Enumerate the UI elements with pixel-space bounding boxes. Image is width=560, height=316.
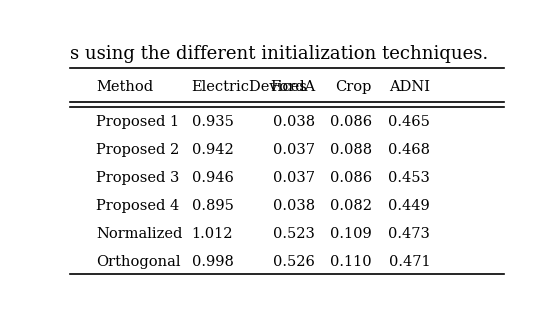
Text: Method: Method [96,80,153,94]
Text: 0.468: 0.468 [388,143,430,157]
Text: 0.998: 0.998 [192,255,234,269]
Text: 0.471: 0.471 [389,255,430,269]
Text: Proposed 3: Proposed 3 [96,171,179,185]
Text: 0.109: 0.109 [330,227,372,241]
Text: 0.037: 0.037 [273,143,315,157]
Text: s using the different initialization techniques.: s using the different initialization tec… [70,45,488,63]
Text: ElectricDevices: ElectricDevices [192,80,307,94]
Text: 0.895: 0.895 [192,199,234,213]
Text: 0.946: 0.946 [192,171,234,185]
Text: 0.526: 0.526 [273,255,315,269]
Text: 0.473: 0.473 [388,227,430,241]
Text: 0.038: 0.038 [273,115,315,129]
Text: 1.012: 1.012 [192,227,233,241]
Text: 0.449: 0.449 [389,199,430,213]
Text: Crop: Crop [335,80,372,94]
Text: Proposed 4: Proposed 4 [96,199,179,213]
Text: 0.082: 0.082 [330,199,372,213]
Text: 0.110: 0.110 [330,255,372,269]
Text: Proposed 2: Proposed 2 [96,143,179,157]
Text: Orthogonal: Orthogonal [96,255,180,269]
Text: 0.935: 0.935 [192,115,234,129]
Text: ADNI: ADNI [389,80,430,94]
Text: FordA: FordA [270,80,315,94]
Text: 0.086: 0.086 [329,171,372,185]
Text: 0.037: 0.037 [273,171,315,185]
Text: Normalized: Normalized [96,227,183,241]
Text: Proposed 1: Proposed 1 [96,115,179,129]
Text: 0.523: 0.523 [273,227,315,241]
Text: 0.942: 0.942 [192,143,234,157]
Text: 0.465: 0.465 [388,115,430,129]
Text: 0.088: 0.088 [329,143,372,157]
Text: 0.453: 0.453 [388,171,430,185]
Text: 0.038: 0.038 [273,199,315,213]
Text: 0.086: 0.086 [329,115,372,129]
